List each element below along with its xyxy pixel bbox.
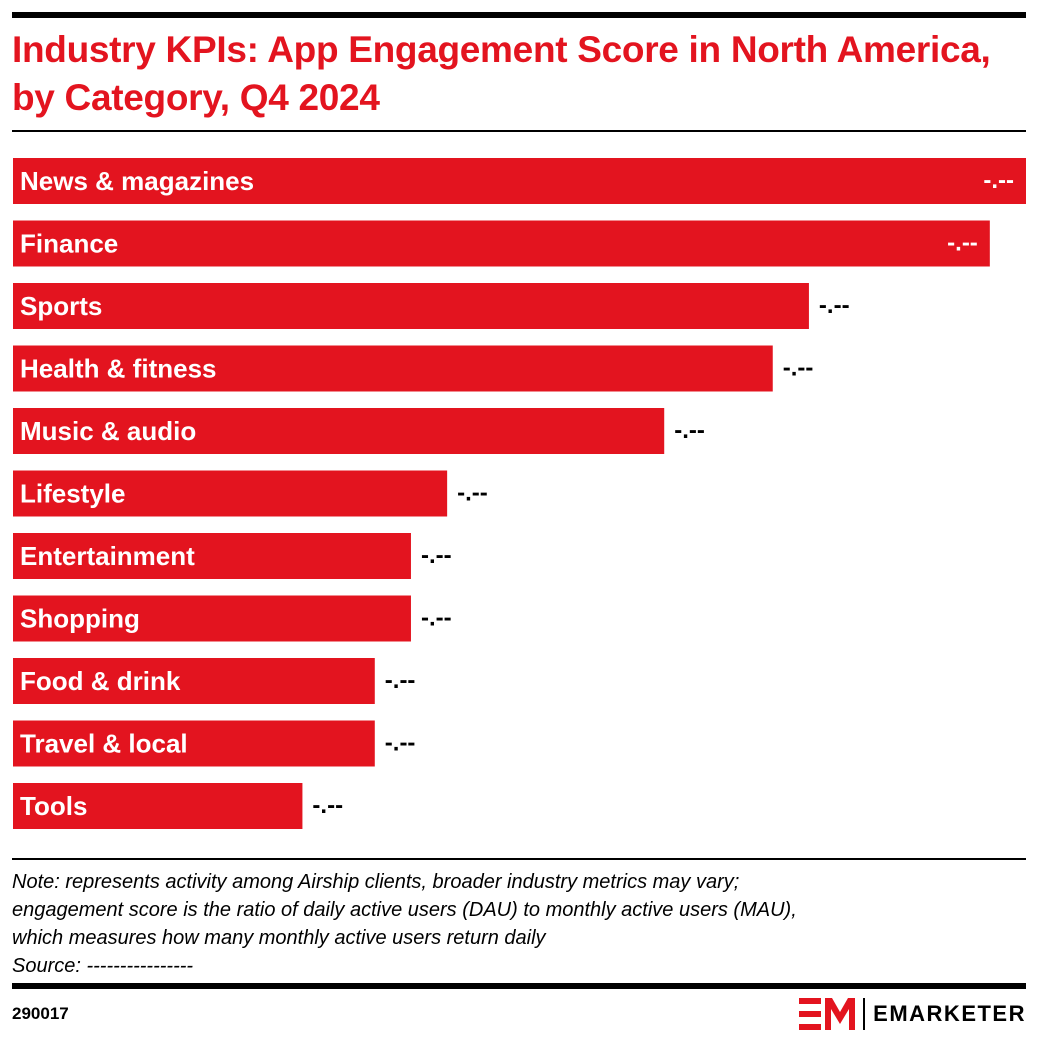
bar: [13, 345, 773, 392]
bar: [13, 283, 809, 329]
value-label: -.--: [421, 605, 452, 632]
note-line: which measures how many monthly active u…: [12, 927, 546, 949]
bar: [13, 783, 303, 829]
chart-note: Note: represents activity among Airship …: [12, 868, 1026, 980]
bar-row: Shopping -.--: [13, 595, 452, 642]
bar: [13, 533, 411, 579]
value-label: -.--: [457, 480, 488, 507]
chart-title: Industry KPIs: App Engagement Score in N…: [12, 29, 991, 118]
note-line: Note: represents activity among Airship …: [12, 871, 740, 893]
brand-name: EMARKETER: [873, 1001, 1026, 1026]
category-label: Music & audio: [20, 416, 196, 446]
value-label: -.--: [947, 230, 978, 257]
value-label: -.--: [819, 292, 850, 319]
bar-row: Travel & local -.--: [13, 720, 416, 767]
title-divider: [12, 130, 1026, 132]
value-label: -.--: [783, 355, 814, 382]
category-label: Travel & local: [20, 729, 188, 759]
bar: [13, 470, 448, 517]
category-label: Finance: [20, 229, 118, 259]
bar-row: Music & audio -.--: [13, 408, 705, 454]
bar-row: Entertainment -.--: [13, 533, 452, 579]
bar: [13, 158, 1026, 204]
bar: [13, 720, 375, 767]
category-label: News & magazines: [20, 166, 254, 196]
value-label: -.--: [312, 792, 343, 819]
category-label: Sports: [20, 291, 102, 321]
em-logo-icon: [799, 998, 856, 1030]
bar-row: Sports -.--: [13, 283, 850, 329]
value-label: -.--: [385, 730, 416, 757]
source-line: Source: ----------------: [12, 955, 194, 977]
bar: [13, 220, 990, 267]
value-label: -.--: [983, 167, 1014, 194]
category-label: Health & fitness: [20, 354, 217, 384]
note-divider: [12, 858, 1026, 860]
category-label: Entertainment: [20, 541, 195, 571]
bar-row: News & magazines -.--: [13, 158, 1026, 204]
bar-row: Food & drink -.--: [13, 658, 415, 704]
bar: [13, 658, 375, 704]
value-label: -.--: [674, 417, 705, 444]
bar-row: Lifestyle -.--: [13, 470, 488, 517]
logo-separator: [863, 998, 866, 1030]
value-label: -.--: [421, 542, 452, 569]
note-line: engagement score is the ratio of daily a…: [12, 899, 797, 921]
bar-row: Tools -.--: [13, 783, 343, 829]
emarketer-logo[interactable]: EMARKETER: [799, 996, 1026, 1032]
bar: [13, 408, 665, 454]
top-rule: [12, 12, 1026, 18]
bar: [13, 595, 411, 642]
category-label: Shopping: [20, 604, 140, 634]
bar-row: Finance -.--: [13, 220, 990, 267]
category-label: Food & drink: [20, 666, 181, 696]
category-label: Lifestyle: [20, 479, 126, 509]
chart-id: 290017: [12, 1004, 69, 1023]
value-label: -.--: [385, 667, 416, 694]
bar-row: Health & fitness -.--: [13, 345, 814, 392]
bottom-rule: [12, 983, 1026, 989]
category-label: Tools: [20, 791, 87, 821]
bar-chart: News & magazines -.-- Finance -.-- Sports -.-…: [13, 158, 1026, 829]
